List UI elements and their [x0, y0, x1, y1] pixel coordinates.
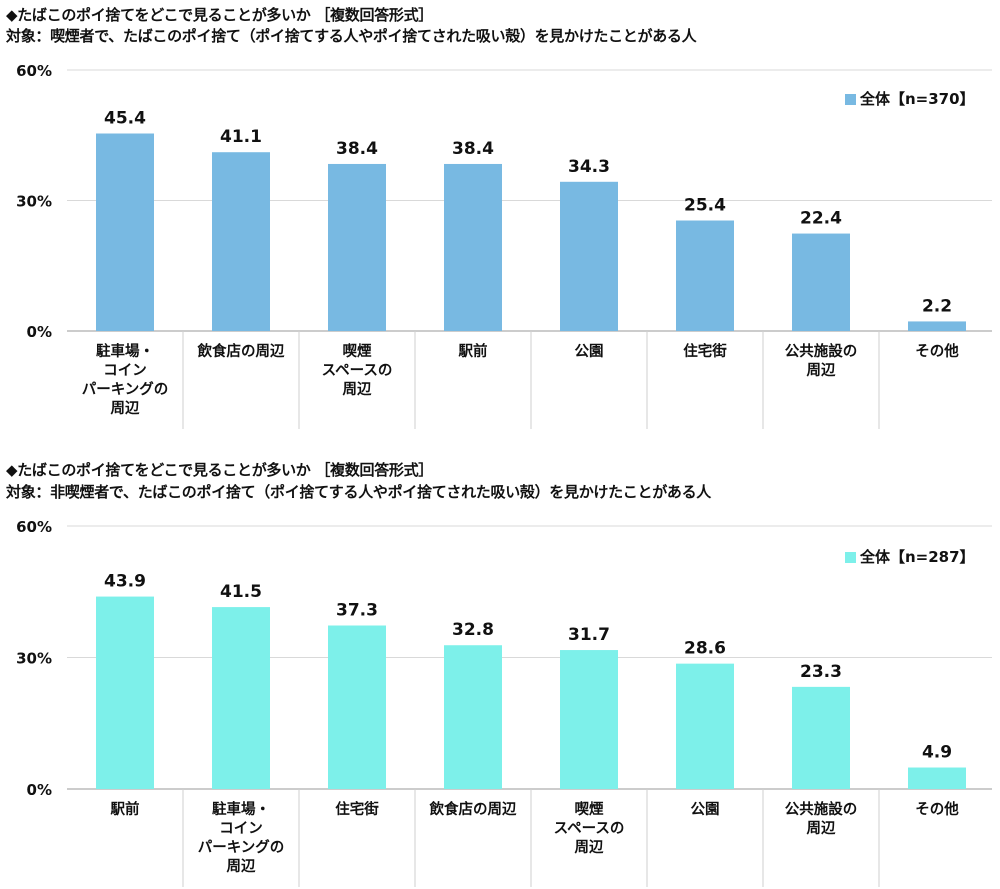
category-label: 駐車場・コインパーキングの周辺	[82, 342, 169, 417]
value-label: 38.4	[336, 139, 378, 159]
bar	[96, 596, 154, 789]
bar	[676, 663, 734, 789]
value-label: 2.2	[922, 296, 952, 316]
category-label: 公共施設の周辺	[785, 800, 858, 837]
value-label: 28.6	[684, 639, 726, 659]
value-label: 32.8	[452, 620, 494, 640]
bar	[908, 321, 966, 331]
bar	[96, 133, 154, 331]
value-label: 34.3	[568, 157, 610, 177]
y-tick-label: 0%	[27, 781, 52, 799]
category-label: 駅前	[458, 342, 488, 360]
category-label: 飲食店の周辺	[429, 800, 517, 818]
bar	[444, 163, 502, 331]
category-label: 喫煙スペースの周辺	[322, 342, 393, 398]
bar	[908, 767, 966, 789]
value-label: 41.1	[220, 127, 262, 147]
bar	[328, 625, 386, 789]
category-label: 公園	[575, 343, 604, 360]
bar	[560, 181, 618, 331]
value-label: 4.9	[922, 743, 952, 763]
y-tick-label: 60%	[16, 62, 52, 80]
value-label: 22.4	[800, 209, 842, 229]
category-label: その他	[915, 800, 959, 818]
y-tick-label: 30%	[16, 193, 52, 211]
y-tick-label: 0%	[27, 323, 52, 341]
bar	[792, 233, 850, 331]
bar	[328, 163, 386, 331]
value-label: 41.5	[220, 582, 262, 602]
category-label: 飲食店の周辺	[197, 342, 285, 360]
bar	[212, 152, 270, 331]
chart-1-plot: 0% 30% 60% 45.4 駐車場・コインパーキングの周辺 41.1 飲食店の周辺 38.…	[16, 62, 992, 429]
chart-2-subtitle: 対象：非喫煙者で、たばこのポイ捨て（ポイ捨てする人やポイ捨てされた吸い殻）を見か…	[6, 483, 712, 501]
value-label: 43.9	[104, 572, 146, 592]
bar	[560, 650, 618, 789]
value-label: 37.3	[336, 601, 378, 621]
value-label: 45.4	[104, 109, 146, 129]
bar	[444, 645, 502, 789]
chart-2-title: ◆たばこのポイ捨てをどこで見ることが多いか ［複数回答形式］	[6, 461, 434, 479]
category-label: 駅前	[110, 800, 140, 818]
chart-1-title: ◆たばこのポイ捨てをどこで見ることが多いか ［複数回答形式］	[6, 6, 434, 24]
bar	[676, 220, 734, 331]
category-label: その他	[915, 342, 959, 360]
value-label: 25.4	[684, 196, 726, 216]
chart-2-plot: 0% 30% 60% 43.9 駅前 41.5 駐車場・コインパーキングの周辺 37.3 住宅街…	[16, 518, 992, 887]
value-label: 31.7	[568, 625, 610, 645]
bar	[792, 686, 850, 789]
category-label: 公共施設の周辺	[785, 342, 858, 379]
legend-swatch	[845, 94, 856, 105]
y-tick-label: 60%	[16, 518, 52, 536]
category-label: 駐車場・コインパーキングの周辺	[198, 800, 285, 875]
legend-label: 全体【n=287】	[859, 548, 975, 566]
chart-1-subtitle: 対象：喫煙者で、たばこのポイ捨て（ポイ捨てする人やポイ捨てされた吸い殻）を見かけ…	[6, 27, 697, 45]
category-label: 喫煙スペースの周辺	[554, 800, 625, 856]
category-label: 公園	[691, 801, 720, 818]
value-label: 23.3	[800, 662, 842, 682]
category-label: 住宅街	[683, 342, 727, 360]
bar	[212, 607, 270, 789]
category-label: 住宅街	[335, 800, 379, 818]
legend-swatch	[845, 552, 856, 563]
value-label: 38.4	[452, 139, 494, 159]
y-tick-label: 30%	[16, 650, 52, 668]
legend-label: 全体【n=370】	[859, 90, 975, 108]
